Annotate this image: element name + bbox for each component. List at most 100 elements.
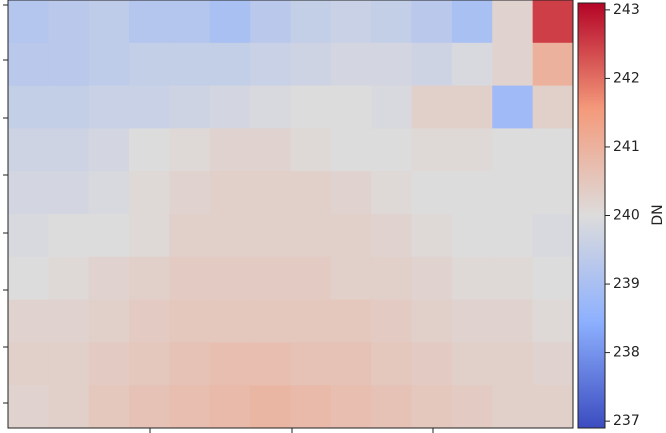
heatmap-cell bbox=[412, 43, 453, 86]
heatmap-cell bbox=[452, 214, 493, 257]
heatmap-cell bbox=[371, 128, 412, 171]
heatmap-cell bbox=[291, 257, 332, 300]
heatmap-cell bbox=[89, 171, 130, 214]
heatmap-cell bbox=[533, 342, 574, 385]
heatmap-cell bbox=[8, 128, 49, 171]
colorbar-tick-label: 239 bbox=[613, 276, 640, 292]
heatmap-cell bbox=[169, 0, 210, 43]
heatmap-cell bbox=[89, 342, 130, 385]
heatmap-cell bbox=[412, 86, 453, 129]
heatmap-cell bbox=[291, 342, 332, 385]
heatmap-cell bbox=[89, 214, 130, 257]
heatmap-cell bbox=[48, 385, 89, 428]
heatmap-cell bbox=[291, 128, 332, 171]
heatmap-cell bbox=[169, 385, 210, 428]
heatmap-cell bbox=[89, 43, 130, 86]
heatmap-cell bbox=[412, 385, 453, 428]
heatmap-cell bbox=[129, 257, 170, 300]
heatmap-cell bbox=[371, 257, 412, 300]
heatmap-cell bbox=[331, 171, 372, 214]
heatmap-cell bbox=[291, 43, 332, 86]
heatmap-cell bbox=[129, 300, 170, 343]
heatmap-cell bbox=[250, 214, 291, 257]
heatmap-cell bbox=[169, 342, 210, 385]
heatmap-cell bbox=[129, 385, 170, 428]
heatmap-cell bbox=[48, 214, 89, 257]
heatmap-cell bbox=[48, 43, 89, 86]
heatmap-cell bbox=[89, 128, 130, 171]
heatmap-cell bbox=[331, 43, 372, 86]
heatmap-cell bbox=[371, 0, 412, 43]
heatmap-cell bbox=[48, 86, 89, 129]
heatmap-cell bbox=[8, 214, 49, 257]
heatmap-cell bbox=[492, 214, 533, 257]
colorbar-tick-label: 240 bbox=[613, 208, 640, 224]
heatmap-cell bbox=[129, 43, 170, 86]
heatmap-cell bbox=[492, 171, 533, 214]
heatmap-cell bbox=[371, 300, 412, 343]
heatmap-cell bbox=[8, 300, 49, 343]
heatmap-cell bbox=[8, 257, 49, 300]
heatmap-cell bbox=[169, 86, 210, 129]
heatmap-cell bbox=[129, 171, 170, 214]
heatmap-cell bbox=[452, 300, 493, 343]
heatmap-cell bbox=[533, 385, 574, 428]
heatmap-cell bbox=[492, 0, 533, 43]
heatmap-cell bbox=[452, 128, 493, 171]
heatmap-cell bbox=[492, 300, 533, 343]
heatmap-cell bbox=[492, 43, 533, 86]
heatmap-cell bbox=[169, 128, 210, 171]
heatmap-cell bbox=[533, 171, 574, 214]
heatmap-cell bbox=[89, 257, 130, 300]
heatmap-cell bbox=[129, 0, 170, 43]
heatmap-cell bbox=[452, 385, 493, 428]
heatmap-cell bbox=[48, 0, 89, 43]
heatmap-cell bbox=[452, 43, 493, 86]
heatmap-cell bbox=[250, 128, 291, 171]
heatmap-cell bbox=[89, 300, 130, 343]
heatmap-cell bbox=[210, 43, 251, 86]
heatmap-cell bbox=[129, 342, 170, 385]
heatmap-cell bbox=[8, 0, 49, 43]
heatmap-cell bbox=[492, 86, 533, 129]
heatmap-cell bbox=[48, 342, 89, 385]
heatmap-cell bbox=[412, 128, 453, 171]
heatmap-cell bbox=[210, 171, 251, 214]
heatmap-cell bbox=[331, 300, 372, 343]
heatmap-cell bbox=[412, 342, 453, 385]
heatmap-cell bbox=[210, 257, 251, 300]
heatmap-cell bbox=[250, 385, 291, 428]
heatmap-cell bbox=[89, 86, 130, 129]
heatmap-cell bbox=[210, 86, 251, 129]
heatmap-cell bbox=[533, 0, 574, 43]
heatmap-cell bbox=[169, 171, 210, 214]
heatmap-cell bbox=[533, 43, 574, 86]
heatmap-cell bbox=[412, 0, 453, 43]
heatmap-cell bbox=[533, 214, 574, 257]
heatmap-cell bbox=[210, 214, 251, 257]
heatmap-cell bbox=[452, 257, 493, 300]
heatmap-cell bbox=[412, 300, 453, 343]
heatmap-cell bbox=[129, 128, 170, 171]
heatmap-cell bbox=[48, 128, 89, 171]
heatmap-cell bbox=[169, 300, 210, 343]
heatmap-cell bbox=[492, 385, 533, 428]
heatmap-cell bbox=[210, 385, 251, 428]
heatmap-cell bbox=[89, 0, 130, 43]
heatmap-cell bbox=[371, 214, 412, 257]
heatmap-cell bbox=[331, 257, 372, 300]
heatmap-cell bbox=[452, 171, 493, 214]
heatmap-cell bbox=[492, 257, 533, 300]
heatmap-cell bbox=[533, 128, 574, 171]
heatmap-cell bbox=[48, 171, 89, 214]
heatmap-cell bbox=[533, 257, 574, 300]
heatmap-cell bbox=[48, 300, 89, 343]
heatmap-cell bbox=[371, 171, 412, 214]
heatmap-cell bbox=[8, 385, 49, 428]
heatmap-cell bbox=[169, 214, 210, 257]
heatmap-cell bbox=[331, 86, 372, 129]
heatmap-cell bbox=[169, 257, 210, 300]
heatmap-cell bbox=[291, 86, 332, 129]
heatmap-cell bbox=[452, 0, 493, 43]
heatmap-cell bbox=[8, 171, 49, 214]
